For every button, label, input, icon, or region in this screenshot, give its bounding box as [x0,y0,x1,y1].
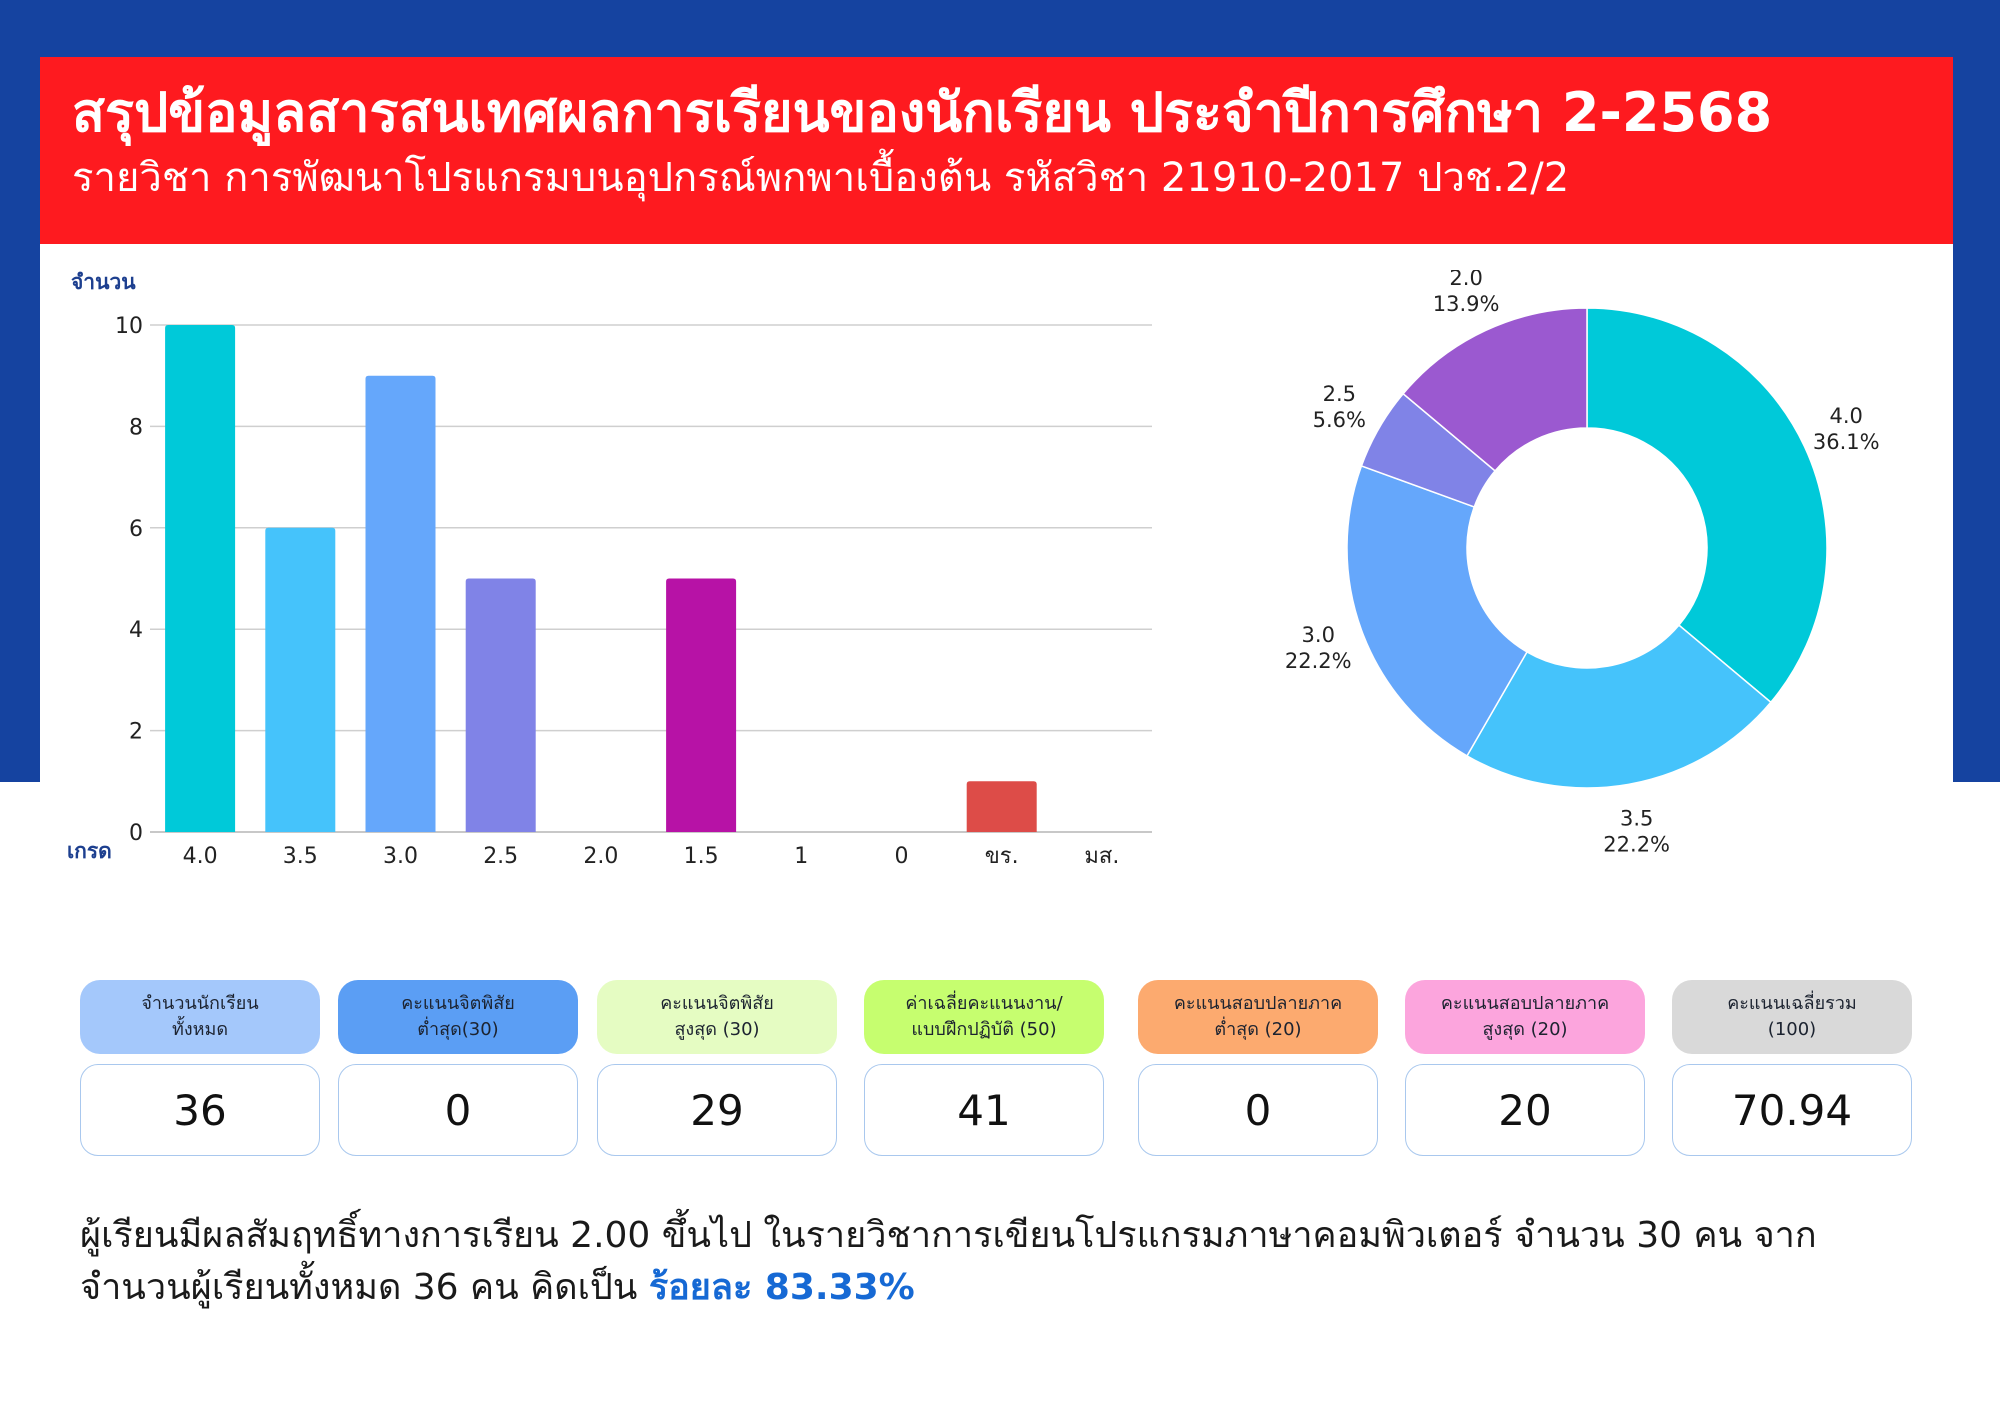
stat-value: 41 [864,1064,1104,1156]
bar [265,527,336,832]
page-title: สรุปข้อมูลสารสนเทศผลการเรียนของนักเรียน … [72,81,1773,144]
bar [966,781,1037,832]
stat-value: 20 [1405,1064,1645,1156]
stat-label: คะแนนจิตพิสัย ต่ำสุด(30) [338,980,578,1054]
stat-value: 0 [1138,1064,1378,1156]
x-tick-label: 2.0 [583,844,618,869]
stat-value: 36 [80,1064,320,1156]
summary-text: ผู้เรียนมีผลสัมฤทธิ์ทางการเรียน 2.00 ขึ้… [80,1215,1817,1309]
x-axis-label: เกรด [67,839,112,863]
donut-slice [1402,307,1588,472]
slice-label: 2.0 [1449,270,1482,290]
y-tick-label: 4 [129,618,143,643]
x-tick-label: 3.5 [283,844,318,869]
x-tick-label: 1.5 [684,844,719,869]
stat-box: คะแนนเฉลี่ยรวม (100) 70.94 [1672,980,1912,1156]
slice-percent: 22.2% [1603,833,1670,857]
bar [465,578,536,832]
x-tick-label: 4.0 [183,844,218,869]
x-tick-label: 0 [895,844,909,869]
y-tick-label: 8 [129,415,143,440]
stat-label: คะแนนเฉลี่ยรวม (100) [1672,980,1912,1054]
stat-label: จำนวนนักเรียน ทั้งหมด [80,980,320,1054]
stat-value: 70.94 [1672,1064,1912,1156]
stat-box: คะแนนสอบปลายภาค ต่ำสุด (20) 0 [1138,980,1378,1156]
slice-label: 3.0 [1302,623,1335,647]
slice-percent: 13.9% [1433,292,1500,316]
stat-value: 0 [338,1064,578,1156]
x-tick-label: 3.0 [383,844,418,869]
slice-label: 2.5 [1323,382,1356,406]
y-tick-label: 0 [129,821,143,846]
y-axis-label: จำนวน [71,270,136,294]
summary-paragraph: ผู้เรียนมีผลสัมฤทธิ์ทางการเรียน 2.00 ขึ้… [80,1210,1920,1314]
bar [165,325,236,832]
stat-label: ค่าเฉลี่ยคะแนนงาน/ แบบฝึกปฏิบัติ (50) [864,980,1104,1054]
x-tick-label: มส. [1084,844,1119,869]
x-tick-label: 1 [794,844,808,869]
header-banner: สรุปข้อมูลสารสนเทศผลการเรียนของนักเรียน … [40,57,1953,244]
stat-box: คะแนนจิตพิสัย ต่ำสุด(30) 0 [338,980,578,1156]
stat-value: 29 [597,1064,837,1156]
y-tick-label: 10 [115,314,143,339]
y-tick-label: 2 [129,720,143,745]
grade-donut-chart: 4.036.1%3.522.2%3.022.2%2.55.6%2.013.9% [1285,270,1880,857]
slice-label: 3.5 [1620,807,1653,831]
slice-percent: 5.6% [1313,408,1366,432]
page-subtitle: รายวิชา การพัฒนาโปรแกรมบนอุปกรณ์พกพาเบื้… [72,154,1570,201]
x-tick-label: ขร. [985,844,1019,869]
stat-box: คะแนนจิตพิสัย สูงสุด (30) 29 [597,980,837,1156]
donut-slice [1346,464,1529,757]
slice-percent: 36.1% [1813,430,1880,454]
bar [365,375,436,832]
summary-highlight: ร้อยละ 83.33% [648,1267,915,1309]
stat-box: จำนวนนักเรียน ทั้งหมด 36 [80,980,320,1156]
donut-slice [1465,624,1772,789]
stat-label: คะแนนสอบปลายภาค ต่ำสุด (20) [1138,980,1378,1054]
x-tick-label: 2.5 [483,844,518,869]
donut-slice [1586,307,1828,704]
stat-label: คะแนนสอบปลายภาค สูงสุด (20) [1405,980,1645,1054]
slice-label: 4.0 [1830,404,1863,428]
stat-label: คะแนนจิตพิสัย สูงสุด (30) [597,980,837,1054]
stat-box: ค่าเฉลี่ยคะแนนงาน/ แบบฝึกปฏิบัติ (50) 41 [864,980,1104,1156]
y-tick-label: 6 [129,517,143,542]
slice-percent: 22.2% [1285,649,1352,673]
stat-box: คะแนนสอบปลายภาค สูงสุด (20) 20 [1405,980,1645,1156]
bar [666,578,737,832]
